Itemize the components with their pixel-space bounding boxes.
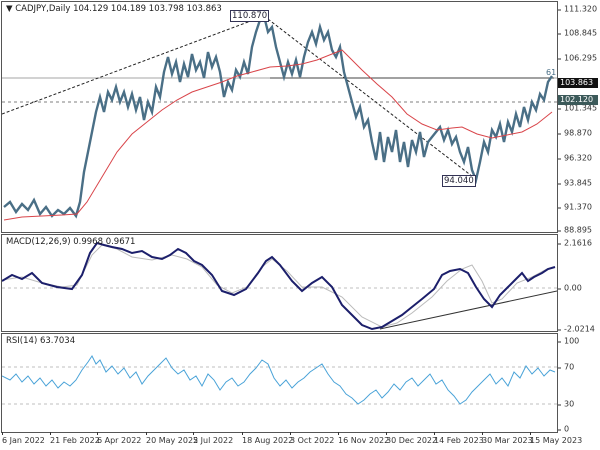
y-tick: 91.370 (558, 203, 592, 212)
macd-title: MACD(12,26,9) 0.9968 0.9671 (6, 237, 136, 247)
x-tick: 15 May 2023 (530, 432, 583, 445)
trendline-up (2, 15, 265, 115)
x-tick: 6 Apr 2022 (97, 432, 142, 445)
y-tick: 93.845 (558, 179, 592, 188)
macd-main-line (2, 241, 556, 331)
time-x-axis: 6 Jan 2022 21 Feb 2022 6 Apr 2022 20 May… (0, 432, 600, 450)
y-tick: 0 (558, 425, 569, 434)
macd-plot (2, 241, 557, 331)
y-tick: 88.895 (558, 226, 592, 235)
x-tick: 14 Feb 2023 (434, 432, 484, 445)
price-chart-plot (2, 13, 557, 221)
x-tick: 5 Jul 2022 (193, 432, 234, 445)
x-tick: 18 Aug 2022 (242, 432, 294, 445)
y-tick: 0.00 (558, 284, 582, 293)
y-tick: 108.845 (558, 29, 597, 38)
x-tick: 30 Mar 2023 (482, 432, 533, 445)
y-tick: 96.320 (558, 154, 592, 163)
y-tick: -2.0214 (558, 325, 595, 334)
y-tick: 106.295 (558, 54, 597, 63)
rsi-title: RSI(14) 63.7034 (6, 336, 76, 346)
current-price-box: 103.863 (558, 78, 598, 88)
price-chart-panel[interactable]: ▼ CADJPY,Daily 104.129 104.189 103.798 1… (1, 1, 558, 233)
rsi-y-axis: 100 70 30 0 (558, 333, 600, 434)
x-tick: 21 Feb 2022 (50, 432, 100, 445)
macd-trendline (379, 290, 557, 330)
price-chart-title: ▼ CADJPY,Daily 104.129 104.189 103.798 1… (6, 4, 222, 14)
y-tick: 70 (558, 363, 574, 372)
x-tick: 30 Dec 2022 (386, 432, 438, 445)
fib-label: 61.8 (546, 68, 557, 77)
y-tick: 98.870 (558, 129, 592, 138)
swing-low-label: 94.040 (442, 175, 476, 187)
x-tick: 6 Jan 2022 (2, 432, 45, 445)
moving-average-line (3, 49, 553, 221)
rsi-panel[interactable]: RSI(14) 63.7034 FastBull (1, 333, 558, 433)
macd-panel[interactable]: MACD(12,26,9) 0.9968 0.9671 (1, 234, 558, 332)
rsi-plot (2, 355, 557, 405)
x-tick: 20 May 2022 (146, 432, 199, 445)
y-tick: 30 (558, 400, 574, 409)
macd-signal-line (2, 244, 556, 328)
level-price-box: 102.120 (558, 95, 598, 105)
x-tick: 16 Nov 2022 (338, 432, 390, 445)
y-tick: 100 (558, 337, 579, 346)
price-y-axis: 111.320 108.845 106.295 101.345 98.870 9… (558, 0, 600, 235)
y-tick: 111.320 (558, 5, 597, 14)
price-candles (3, 13, 553, 219)
rsi-line (2, 355, 556, 405)
swing-high-label: 110.870 (230, 10, 270, 22)
y-tick: 2.1616 (558, 239, 592, 248)
y-tick: 101.345 (558, 104, 597, 113)
x-tick: 3 Oct 2022 (290, 432, 335, 445)
trendline-down (263, 15, 478, 181)
macd-y-axis: 2.1616 0.00 -2.0214 (558, 234, 600, 334)
